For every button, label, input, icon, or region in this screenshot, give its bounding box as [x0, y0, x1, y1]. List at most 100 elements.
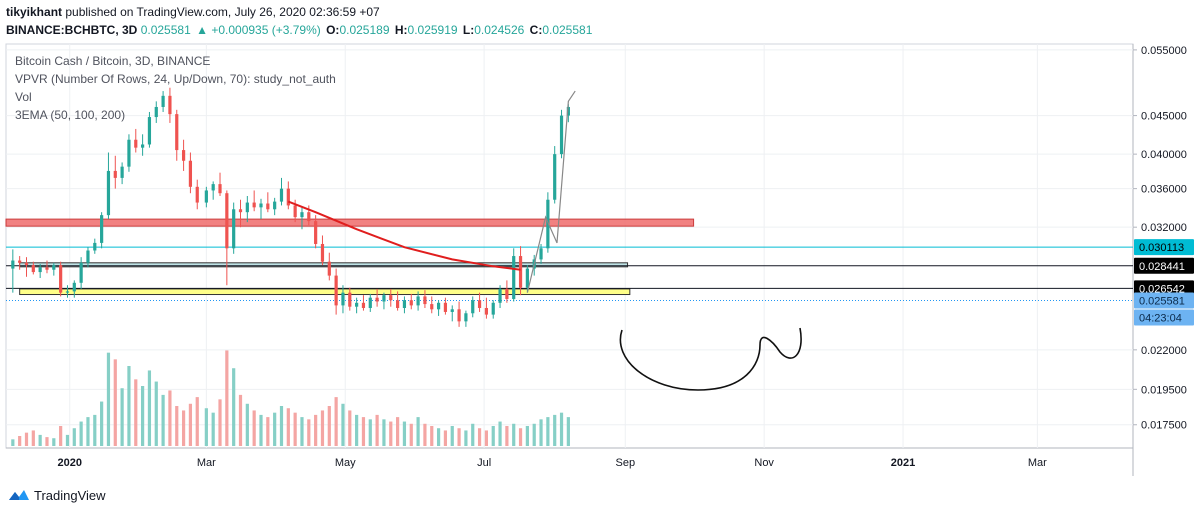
- close-value: 0.025581: [542, 23, 593, 37]
- volume-bar: [389, 421, 393, 446]
- legend-title[interactable]: Bitcoin Cash / Bitcoin, 3D, BINANCE: [15, 54, 211, 68]
- volume-bar: [59, 426, 63, 446]
- volume-bar: [259, 414, 263, 446]
- y-tick-label: 0.036000: [1141, 184, 1187, 196]
- volume-bar: [491, 426, 495, 446]
- candle-body: [457, 309, 461, 322]
- volume-bar: [147, 370, 152, 446]
- volume-bar: [546, 417, 550, 446]
- last-price: 0.025581: [140, 23, 191, 37]
- volume-bar: [423, 423, 427, 446]
- close-label: C:: [529, 23, 543, 37]
- volume-bar: [273, 412, 277, 446]
- volume-bar: [175, 406, 179, 446]
- candle-body: [491, 302, 495, 315]
- candle-body: [477, 300, 482, 308]
- volume-bar: [52, 438, 56, 446]
- volume-bar: [450, 426, 454, 446]
- volume-bar: [154, 381, 158, 446]
- volume-bar: [457, 428, 461, 446]
- price-zones: [5, 218, 695, 296]
- candle-body: [65, 291, 70, 293]
- legend-ema[interactable]: 3EMA (50, 100, 200): [15, 108, 126, 122]
- candle-body: [348, 292, 352, 307]
- candle-body: [175, 114, 179, 151]
- candle-body: [72, 282, 76, 292]
- candle-body: [327, 261, 331, 276]
- candle-body: [211, 184, 215, 191]
- candle-body: [245, 202, 249, 213]
- candle-body: [389, 295, 393, 301]
- candle-body: [31, 265, 35, 273]
- volume-bar: [416, 417, 420, 446]
- candle-body: [361, 302, 366, 308]
- volume-bar: [238, 394, 243, 446]
- candle-body: [471, 300, 475, 314]
- footer-brand[interactable]: TradingView: [8, 485, 106, 505]
- volume-bar: [252, 410, 256, 446]
- trend-drawing: [526, 90, 576, 293]
- y-tick-label: 0.045000: [1141, 111, 1187, 123]
- x-tick-label: Nov: [754, 457, 774, 469]
- volume-bar: [31, 430, 35, 446]
- volume-bar: [120, 388, 124, 446]
- volume-bar: [65, 434, 70, 446]
- legend-vpvr[interactable]: VPVR (Number Of Rows, 24, Up/Down, 70): …: [15, 72, 336, 86]
- y-tick-label: 0.055000: [1141, 45, 1187, 57]
- candle-body: [375, 297, 379, 302]
- volume-bar: [79, 421, 83, 446]
- open-value: 0.025189: [339, 23, 390, 37]
- volume-bars: [11, 350, 570, 446]
- brand-name: TradingView: [34, 487, 106, 503]
- volume-bar: [11, 439, 15, 446]
- candle-body: [168, 95, 172, 115]
- candle-body: [24, 262, 29, 266]
- volume-bar: [181, 410, 186, 446]
- volume-bar: [334, 397, 338, 446]
- candle-body: [38, 267, 42, 273]
- price-tag-label: 0.025581: [1139, 295, 1185, 307]
- hand-drawn-curve: [619, 327, 802, 391]
- volume-bar: [195, 397, 199, 446]
- candle-body: [314, 221, 318, 244]
- price-tag-bg: [1134, 239, 1194, 256]
- candle-body: [154, 106, 158, 118]
- zone-support-lower: [19, 288, 631, 296]
- ohlc-bar: BINANCE:BCHBTC, 3D 0.025581 ▲ +0.000935 …: [6, 21, 1194, 39]
- candle-body: [539, 248, 543, 260]
- volume-bar: [382, 419, 386, 446]
- candle-body: [120, 166, 124, 178]
- volume-bar: [106, 352, 111, 446]
- candle-body: [416, 296, 420, 306]
- price-tag-bg: [1134, 292, 1194, 309]
- candle-body: [559, 115, 564, 155]
- candle-body: [505, 288, 509, 299]
- candle-body: [127, 139, 131, 167]
- candle-body: [252, 202, 256, 208]
- volume-bar: [307, 419, 311, 446]
- volume-bar: [266, 417, 270, 446]
- candle-body: [396, 300, 400, 308]
- price-axis: 0.055000 0.045000 0.040000 0.036000 0.032000…: [1133, 45, 1194, 432]
- price-tag-label: 04:23:04: [1139, 312, 1182, 324]
- volume-bar: [471, 423, 475, 446]
- author[interactable]: tikyikhant: [6, 5, 63, 19]
- legend-volume[interactable]: Vol: [15, 90, 32, 104]
- candle-body: [450, 309, 454, 312]
- high-value: 0.025919: [407, 23, 458, 37]
- volume-bar: [113, 359, 117, 446]
- candle-body: [181, 150, 186, 161]
- up-arrow-icon: ▲: [196, 23, 208, 37]
- y-tick-label: 0.017500: [1141, 420, 1187, 432]
- volume-bar: [327, 406, 331, 446]
- candle-body: [218, 184, 222, 194]
- x-tick-label: 2020: [58, 457, 82, 469]
- candle-body: [307, 212, 311, 222]
- candle-body: [147, 117, 152, 145]
- volume-bar: [141, 386, 145, 446]
- candle-body: [430, 304, 434, 310]
- candle-body: [86, 250, 90, 263]
- candle-body: [553, 154, 557, 200]
- candle-body: [188, 160, 193, 187]
